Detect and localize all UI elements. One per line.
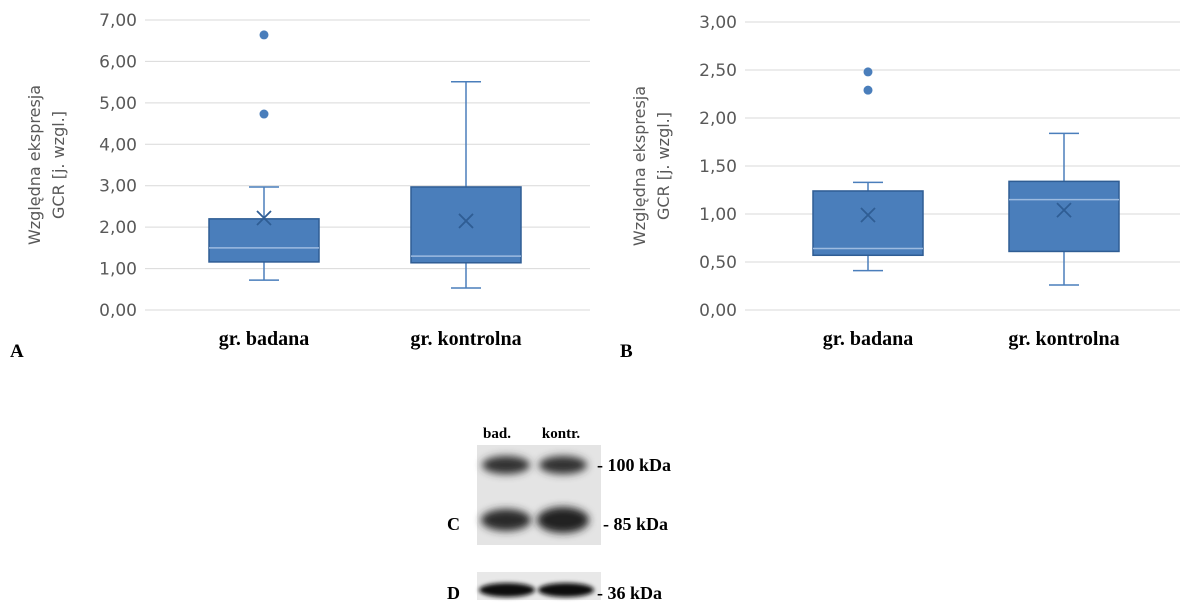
lane-label: bad. [483, 426, 511, 442]
y-axis-label: Względna ekspresja [630, 86, 649, 246]
band [481, 509, 531, 531]
y-tick-label: 3,00 [99, 177, 137, 197]
panel-label: B [620, 341, 633, 362]
x-tick-label: gr. badana [823, 328, 913, 350]
y-tick-label: 0,50 [699, 253, 737, 273]
y-tick-label: 3,00 [699, 13, 737, 33]
x-tick-label: gr. badana [219, 328, 309, 350]
band [537, 507, 589, 533]
outlier [864, 67, 873, 76]
y-tick-label: 0,00 [99, 301, 137, 321]
x-tick-label: gr. kontrolna [1008, 328, 1119, 350]
box [411, 187, 521, 263]
marker-label: - 36 kDa [597, 583, 662, 603]
box [813, 191, 923, 255]
western-blot: bad. kontr. - 100 kDa - 85 kDa - 36 kDa … [447, 426, 671, 603]
y-tick-label: 4,00 [99, 135, 137, 155]
y-tick-label: 5,00 [99, 94, 137, 114]
y-tick-label: 0,00 [699, 301, 737, 321]
band [479, 583, 535, 597]
outlier [864, 86, 873, 95]
panel-label: A [10, 341, 24, 362]
y-axis-label: GCR [j. wzgl.] [654, 112, 673, 220]
panel-label: D [447, 583, 460, 603]
lane-label: kontr. [542, 426, 580, 442]
figure: bad. kontr. - 100 kDa - 85 kDa - 36 kDa … [0, 0, 1185, 604]
marker-label: - 85 kDa [603, 514, 668, 534]
marker-label: - 100 kDa [597, 455, 671, 475]
band [538, 583, 594, 597]
y-tick-label: 2,00 [99, 218, 137, 238]
y-tick-label: 6,00 [99, 52, 137, 72]
box [1009, 181, 1119, 251]
y-tick-label: 1,50 [699, 157, 737, 177]
y-tick-label: 1,00 [99, 260, 137, 280]
panel-label: C [447, 514, 460, 534]
band [539, 456, 587, 474]
outlier [260, 30, 269, 39]
y-axis-label: GCR [j. wzgl.] [49, 111, 68, 219]
outlier [260, 110, 269, 119]
y-tick-label: 2,00 [699, 109, 737, 129]
x-tick-label: gr. kontrolna [410, 328, 521, 350]
y-tick-label: 7,00 [99, 11, 137, 31]
y-axis-label: Względna ekspresja [25, 85, 44, 245]
box [209, 219, 319, 262]
band [482, 456, 530, 474]
y-tick-label: 1,00 [699, 205, 737, 225]
y-tick-label: 2,50 [699, 61, 737, 81]
